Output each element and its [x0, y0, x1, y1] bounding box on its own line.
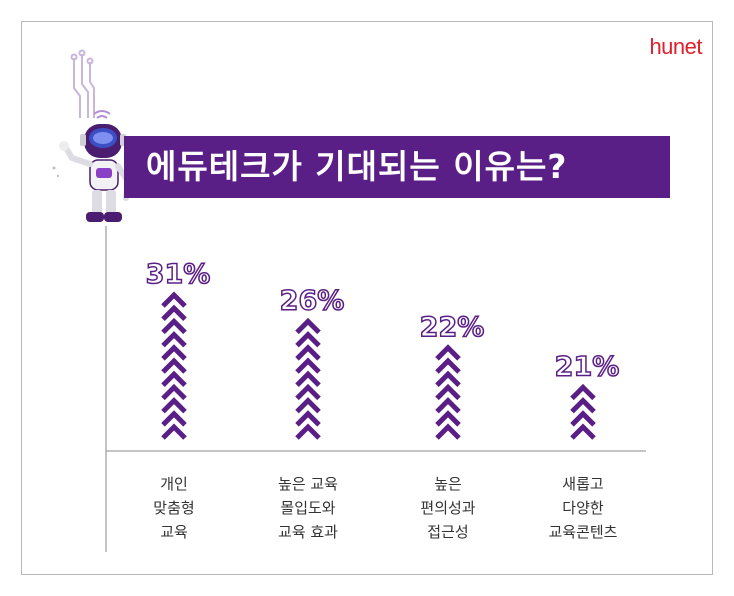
category-label: 높은 교육 몰입도와 교육 효과 [278, 475, 338, 541]
chevron-mark [570, 383, 596, 401]
chevron-mark [161, 383, 187, 401]
chevron-mark [161, 317, 187, 335]
chevron-mark [435, 344, 461, 361]
chevron-mark [435, 397, 461, 414]
chart-title: 에듀테크가 기대되는 이유는? [146, 147, 568, 186]
chevron-mark [435, 423, 461, 440]
chevron-mark [295, 357, 321, 374]
chevron-mark [435, 370, 461, 387]
value-label: 31% [146, 259, 211, 290]
chevron-mark [570, 410, 596, 427]
chevron-mark [435, 383, 461, 401]
chevron-mark [161, 331, 187, 348]
chevron-mark [161, 344, 187, 361]
chevron-mark [295, 397, 321, 414]
chevron-mark [161, 357, 187, 374]
chevron-mark [570, 397, 596, 414]
brand-logo: hunet [649, 34, 702, 59]
title-banner [124, 136, 670, 198]
chevron-mark [295, 423, 321, 440]
chevron-mark [435, 357, 461, 374]
chevron-bar-4 [570, 383, 596, 440]
chevron-mark [295, 344, 321, 361]
chevron-mark [570, 423, 596, 440]
chevron-mark [161, 370, 187, 387]
chevron-mark [161, 304, 187, 321]
chevron-bar-1 [161, 291, 187, 440]
chevron-bar-2 [295, 317, 321, 440]
chevron-mark [161, 423, 187, 440]
chevron-mark [295, 331, 321, 348]
chevron-mark [161, 291, 187, 308]
chevron-mark [161, 397, 187, 414]
category-label: 새롭고 다양한 교육콘텐츠 [548, 475, 618, 541]
chevron-bar-3 [435, 344, 461, 440]
value-label: 21% [555, 351, 620, 382]
chevron-mark [161, 410, 187, 427]
chevron-mark [295, 383, 321, 401]
value-label: 26% [280, 285, 345, 316]
chevron-mark [435, 410, 461, 427]
chevron-mark [295, 317, 321, 335]
robot-illustration [52, 49, 138, 222]
chart-frame [21, 21, 713, 575]
signal-icon [93, 110, 111, 119]
chevron-mark [295, 370, 321, 387]
chevron-mark [295, 410, 321, 427]
value-label: 22% [420, 312, 485, 343]
category-label: 개인 맞춤형 교육 [153, 475, 195, 541]
category-label: 높은 편의성과 접근성 [420, 475, 476, 541]
circuit-lines-icon [70, 49, 95, 118]
